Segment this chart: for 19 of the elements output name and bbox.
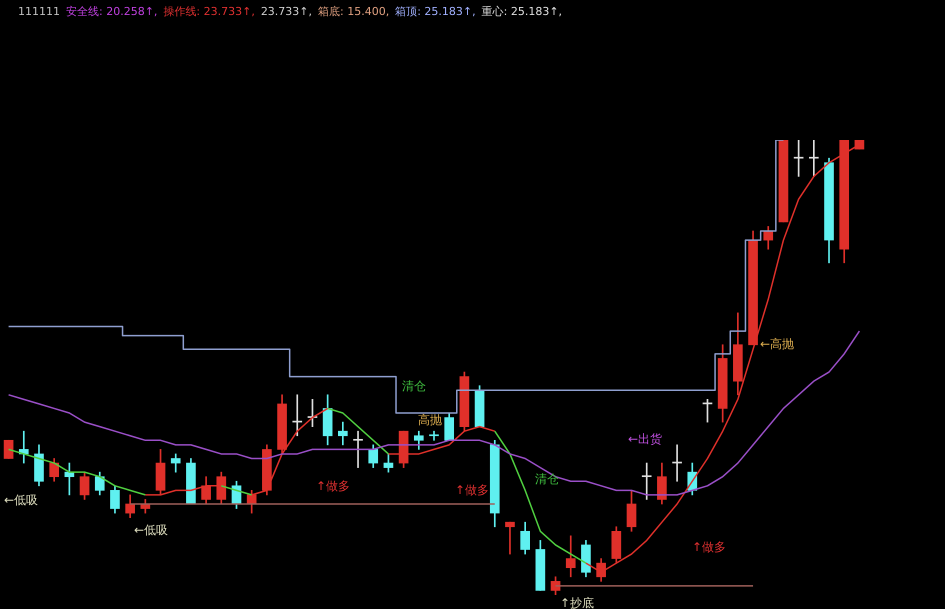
annotation: 清仓: [535, 472, 559, 486]
text: 箱底: 15.400,: [318, 5, 390, 18]
annotation: ↑做多: [455, 483, 490, 498]
text: ↑抄底: [560, 596, 594, 609]
annotation: ←低吸: [4, 493, 38, 508]
annotation: 清仓: [402, 379, 426, 394]
candlestick: [672, 444, 682, 482]
text: 操作线: 23.733↑,: [163, 5, 255, 18]
text: 重心: 25.183↑,: [482, 5, 562, 18]
text: 111111: [18, 5, 60, 18]
annotation: ←高抛: [760, 337, 794, 352]
annotation: ↑做多: [692, 540, 726, 554]
annotation: ←低吸: [134, 523, 168, 538]
text: 箱顶: 25.183↑,: [395, 5, 476, 18]
annotation: ↑做多: [316, 479, 350, 494]
text: 安全线: 20.258↑,: [66, 5, 158, 18]
annotation: 高抛: [418, 413, 442, 428]
text: 23.733↑,: [260, 5, 312, 18]
annotation: ←出货: [628, 432, 662, 446]
